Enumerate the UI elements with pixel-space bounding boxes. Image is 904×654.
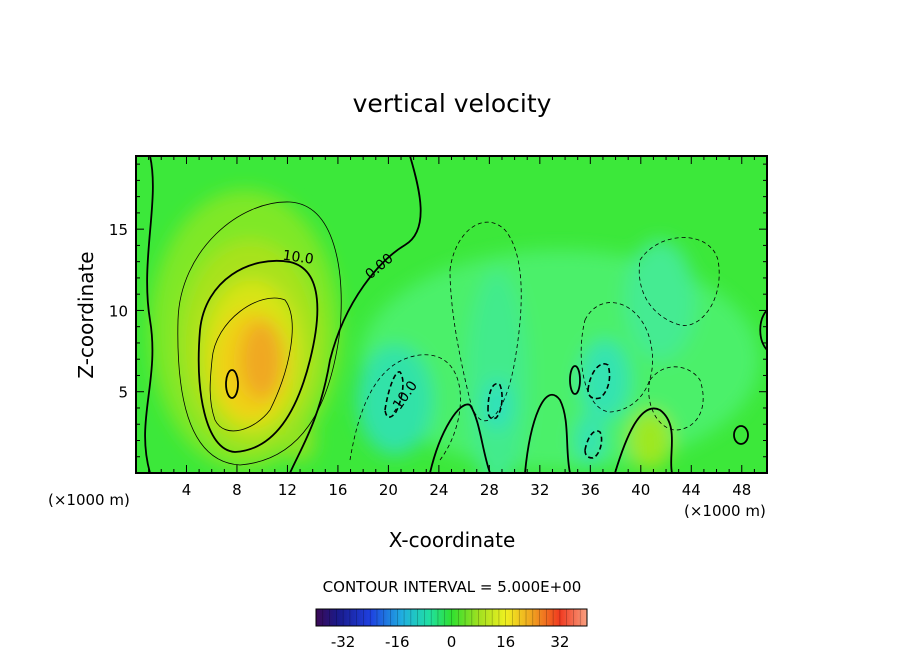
colorbar-tick-label: -16: [385, 633, 410, 651]
x-tick-label: 20: [379, 481, 398, 499]
contour-interval: CONTOUR INTERVAL = 5.000E+00: [323, 578, 582, 596]
y-tick-label: 5: [118, 384, 128, 402]
x-unit-right: (×1000 m): [684, 502, 766, 520]
x-tick-label: 24: [429, 481, 448, 499]
x-tick-label: 36: [581, 481, 600, 499]
y-tick-label: 10: [109, 302, 128, 320]
x-tick-label: 32: [530, 481, 549, 499]
colorbar-tick-label: 32: [550, 633, 569, 651]
x-unit-left: (×1000 m): [48, 491, 130, 509]
colorbar-gradient: [315, 608, 588, 627]
x-tick-label: 44: [682, 481, 701, 499]
colorbar-tick-label: 16: [496, 633, 515, 651]
x-tick-label: 12: [278, 481, 297, 499]
heatmap-field: [136, 156, 767, 473]
y-axis-label: Z-coordinate: [74, 251, 98, 378]
chart-title: vertical velocity: [353, 89, 552, 118]
x-tick-label: 4: [182, 481, 192, 499]
y-tick-label: 15: [109, 221, 128, 239]
x-tick-label: 40: [631, 481, 650, 499]
x-tick-label: 16: [328, 481, 347, 499]
x-tick-label: 48: [732, 481, 751, 499]
x-tick-label: 8: [232, 481, 242, 499]
colorbar-tick-label: -32: [331, 633, 356, 651]
colorbar: -32 -16 0 16 32: [315, 608, 588, 651]
x-tick-label: 28: [480, 481, 499, 499]
contour-label: 10.0: [282, 248, 315, 268]
colorbar-tick-label: 0: [447, 633, 457, 651]
x-axis-label: X-coordinate: [389, 528, 516, 552]
